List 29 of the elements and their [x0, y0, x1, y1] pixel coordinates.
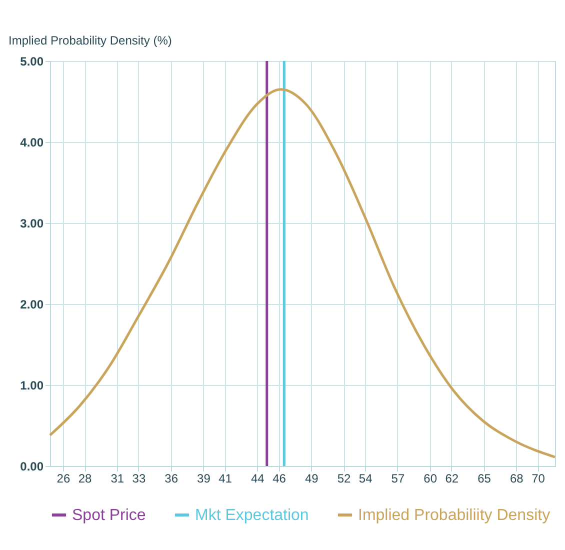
- x-tick-label: 28: [78, 472, 92, 486]
- y-tick-label: 3.00: [20, 216, 44, 230]
- y-tick-label: 2.00: [20, 298, 44, 312]
- x-tick-label: 68: [510, 472, 524, 486]
- x-tick-label: 49: [304, 472, 319, 486]
- y-tick-label: 1.00: [20, 378, 44, 392]
- y-tick-label: 0.00: [20, 460, 44, 474]
- line-series: [48, 88, 556, 458]
- x-tick-label: 33: [132, 472, 146, 486]
- x-tick-label: 31: [110, 472, 124, 486]
- x-tick-label: 57: [391, 472, 405, 486]
- legend-label: Implied Probabiliity Density: [358, 507, 550, 524]
- x-tick-label: 44: [251, 472, 265, 486]
- x-tick-label: 60: [424, 472, 438, 486]
- x-tick-label: 54: [358, 472, 373, 486]
- x-tick-label: 62: [445, 472, 459, 486]
- x-tick-label: 36: [164, 472, 178, 486]
- y-tick-label: 5.00: [20, 54, 44, 68]
- x-tick-label: 65: [478, 472, 492, 486]
- x-tick-label: 52: [337, 472, 351, 486]
- x-tick-label: 26: [56, 472, 70, 486]
- y-axis-title: Implied Probability Density (%): [8, 34, 172, 48]
- x-tick-label: 46: [272, 472, 286, 486]
- legend-label: Spot Price: [72, 507, 146, 524]
- x-tick-label: 41: [218, 472, 232, 486]
- x-tick-label: 39: [197, 472, 211, 486]
- legend-label: Mkt Expectation: [195, 507, 309, 524]
- x-tick-label: 70: [532, 472, 546, 486]
- y-tick-label: 4.00: [20, 136, 44, 150]
